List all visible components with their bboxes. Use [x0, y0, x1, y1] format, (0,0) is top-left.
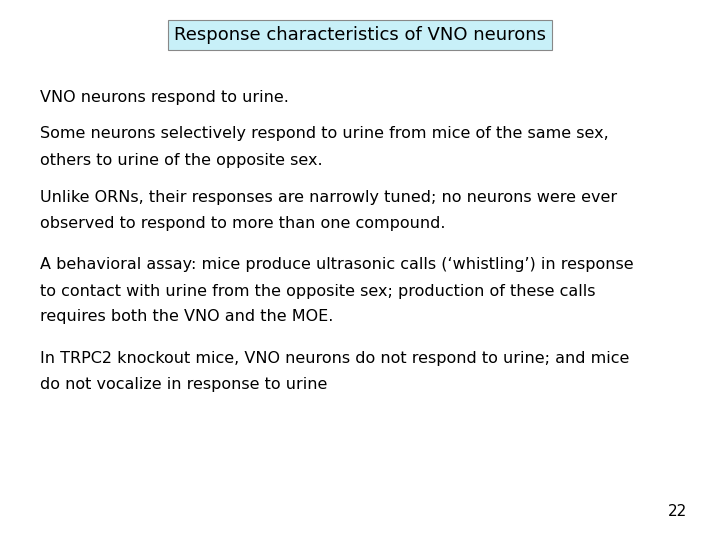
- Text: others to urine of the opposite sex.: others to urine of the opposite sex.: [40, 153, 323, 168]
- Text: to contact with urine from the opposite sex; production of these calls: to contact with urine from the opposite …: [40, 284, 595, 299]
- Text: Unlike ORNs, their responses are narrowly tuned; no neurons were ever: Unlike ORNs, their responses are narrowl…: [40, 190, 617, 205]
- Text: do not vocalize in response to urine: do not vocalize in response to urine: [40, 377, 327, 392]
- Text: VNO neurons respond to urine.: VNO neurons respond to urine.: [40, 90, 289, 105]
- Text: observed to respond to more than one compound.: observed to respond to more than one com…: [40, 215, 445, 231]
- Text: A behavioral assay: mice produce ultrasonic calls (‘whistling’) in response: A behavioral assay: mice produce ultraso…: [40, 257, 633, 272]
- Text: In TRPC2 knockout mice, VNO neurons do not respond to urine; and mice: In TRPC2 knockout mice, VNO neurons do n…: [40, 351, 629, 366]
- Text: 22: 22: [668, 504, 688, 519]
- Text: requires both the VNO and the MOE.: requires both the VNO and the MOE.: [40, 309, 333, 325]
- Text: Some neurons selectively respond to urine from mice of the same sex,: Some neurons selectively respond to urin…: [40, 126, 608, 141]
- Text: Response characteristics of VNO neurons: Response characteristics of VNO neurons: [174, 26, 546, 44]
